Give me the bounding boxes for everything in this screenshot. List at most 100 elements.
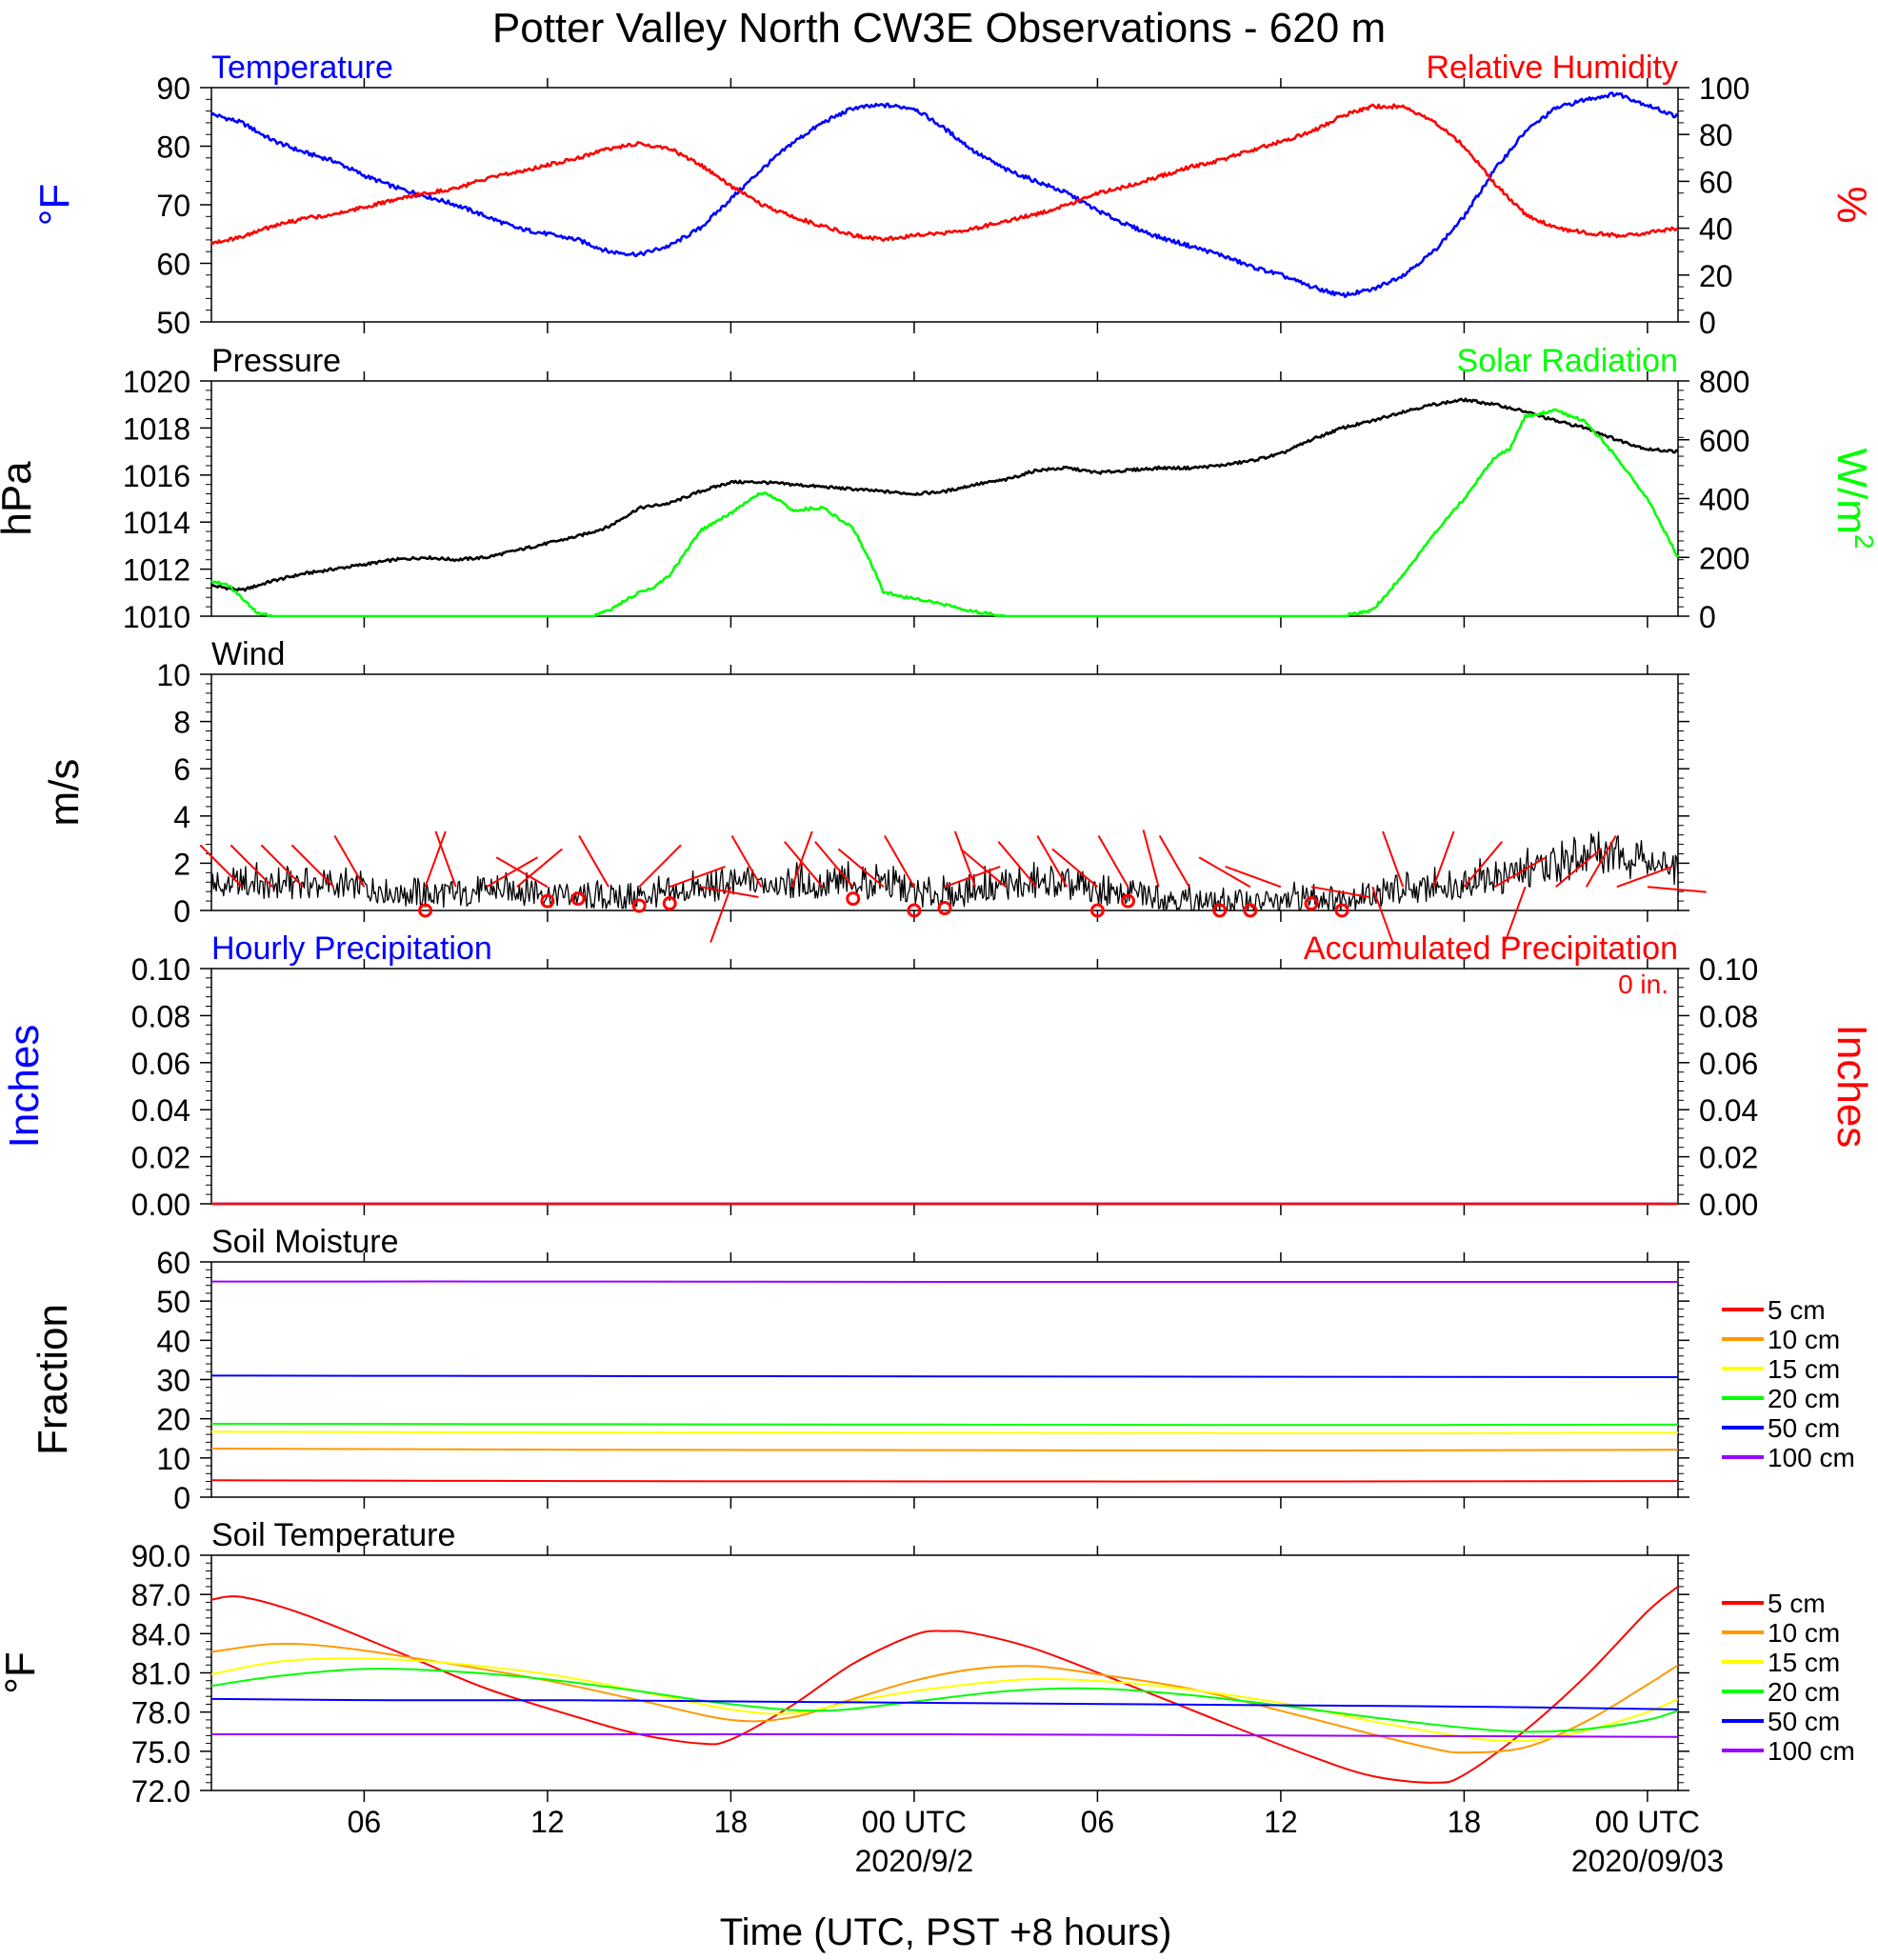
panel-precipitation: 0.00 0.02 0.04 0.06 0.08 0.10 0.00 0.02 0.04 0.06… (1, 930, 1875, 1222)
wind-barb (814, 841, 854, 888)
panel-temperature-humidity: 50 60 70 80 90 0 20 40 60 80 100 Temperature Relativ… (31, 50, 1875, 340)
y-tick-label-left: 6 (173, 752, 190, 787)
wind-barb (960, 848, 1007, 888)
y-tick-label-right: 0.08 (1699, 999, 1758, 1033)
wind-barb (333, 835, 366, 888)
panel-left-title: Wind (211, 636, 285, 672)
wind-barb (884, 835, 915, 888)
x-axis: 06 12 18 00 UTC 2020/9/2 06 12 18 00 UTC 2020/09/… (348, 1805, 1724, 1878)
series-solar-radiation (210, 408, 1680, 618)
calm-marker (1121, 893, 1135, 909)
y-tick-label-left: 1012 (123, 553, 190, 588)
wind-barb (1225, 866, 1282, 889)
y-tick-label-right: 60 (1699, 165, 1733, 199)
series-20-cm (210, 1423, 1679, 1427)
plot-frame (210, 1554, 1679, 1791)
y-axis-label-left: hPa (0, 461, 40, 536)
y-axis-label-right: % (1828, 186, 1875, 223)
y-tick-label-right: 200 (1699, 541, 1749, 575)
calm-marker (662, 896, 677, 911)
x-tick-label: 00 UTC (862, 1805, 967, 1839)
legend-label: 50 cm (1768, 1707, 1840, 1736)
y-tick-label-left: 0.08 (131, 999, 190, 1033)
panel-soil-temperature: 72.0 75.0 78.0 81.0 84.0 87.0 90.0 Soil Tempera… (0, 1517, 1855, 1809)
calm-marker (1089, 903, 1105, 918)
series-5-cm (210, 1586, 1679, 1784)
legend-label: 15 cm (1768, 1648, 1840, 1677)
y-tick-label-left: 30 (156, 1364, 190, 1398)
y-axis-label-superscript: 2 (1849, 534, 1878, 550)
wind-barb (434, 830, 457, 888)
wind-barb (1555, 848, 1602, 888)
y-tick-label-left: 1014 (123, 506, 190, 540)
y-tick-label-left: 4 (173, 800, 190, 834)
wind-barb (1310, 886, 1370, 898)
wind-barb (997, 841, 1038, 888)
y-tick-label-right: 80 (1699, 118, 1733, 152)
y-tick-label-right: 800 (1699, 365, 1749, 399)
y-tick-label-left: 60 (156, 248, 190, 282)
y-tick-label-left: 0.06 (131, 1047, 190, 1081)
y-axis-label-left: °F (31, 184, 78, 226)
wind-barb (1647, 886, 1707, 893)
chart-title: Potter Valley North CW3E Observations - … (492, 5, 1386, 51)
wind-barb (1463, 841, 1504, 888)
wind-barb (1036, 835, 1069, 888)
wind-barb (1585, 835, 1617, 888)
series-pressure (210, 397, 1679, 592)
y-axis-label-left: °F (0, 1651, 44, 1693)
plot-frame (210, 673, 1679, 911)
y-tick-label-left: 80 (156, 130, 190, 165)
wind-barb (578, 835, 609, 888)
y-tick-label-left: 1020 (123, 365, 190, 399)
y-tick-label-left: 2 (173, 847, 190, 881)
y-tick-label-left: 0 (173, 1481, 190, 1515)
x-tick-label: 06 (348, 1805, 382, 1839)
plot-frame (210, 968, 1679, 1205)
y-tick-label-left: 0.02 (131, 1141, 190, 1175)
y-tick-label-left: 81.0 (131, 1657, 190, 1691)
y-tick-label-right: 0.06 (1699, 1047, 1758, 1081)
y-axis-label-left: Inches (1, 1025, 48, 1149)
calm-marker (907, 903, 922, 918)
y-tick-label-left: 50 (156, 1285, 190, 1319)
series-50-cm (210, 1374, 1679, 1378)
wind-barb (495, 856, 549, 889)
legend-label: 20 cm (1768, 1384, 1840, 1413)
calm-marker (540, 893, 555, 909)
wind-barb (1382, 830, 1405, 888)
wind-barb (1616, 866, 1673, 889)
y-tick-label-left: 0 (173, 894, 190, 929)
calm-marker (631, 898, 647, 913)
wind-barb (290, 844, 335, 888)
legend-label: 10 cm (1768, 1325, 1840, 1354)
series-10-cm (210, 1642, 1679, 1754)
y-tick-label-left: 20 (156, 1403, 190, 1437)
wind-barb (837, 848, 885, 888)
legend-label: 5 cm (1768, 1589, 1826, 1618)
wind-barb (1198, 856, 1251, 889)
y-axis-label-right: Inches (1828, 1025, 1875, 1149)
y-tick-label-left: 1016 (123, 459, 190, 493)
x-tick-label: 06 (1081, 1805, 1115, 1839)
wind-barb (1158, 835, 1190, 888)
wind-barb (199, 844, 243, 888)
y-tick-label-right: 0.00 (1699, 1188, 1758, 1222)
x-axis-label: Time (UTC, PST +8 hours) (720, 1911, 1172, 1953)
legend-label: 20 cm (1768, 1677, 1840, 1707)
series-20-cm (210, 1668, 1679, 1733)
wind-barb (669, 866, 726, 889)
x-tick-label: 00 UTC (1595, 1805, 1700, 1839)
series-15-cm (210, 1657, 1679, 1743)
wind-barb (486, 856, 538, 889)
wind-barb (230, 844, 273, 888)
panel-left-title: Temperature (211, 50, 393, 86)
y-tick-label-left: 90 (156, 71, 190, 106)
calm-marker (937, 901, 952, 916)
panel-left-title: Pressure (211, 343, 341, 379)
wind-barb (516, 848, 563, 888)
